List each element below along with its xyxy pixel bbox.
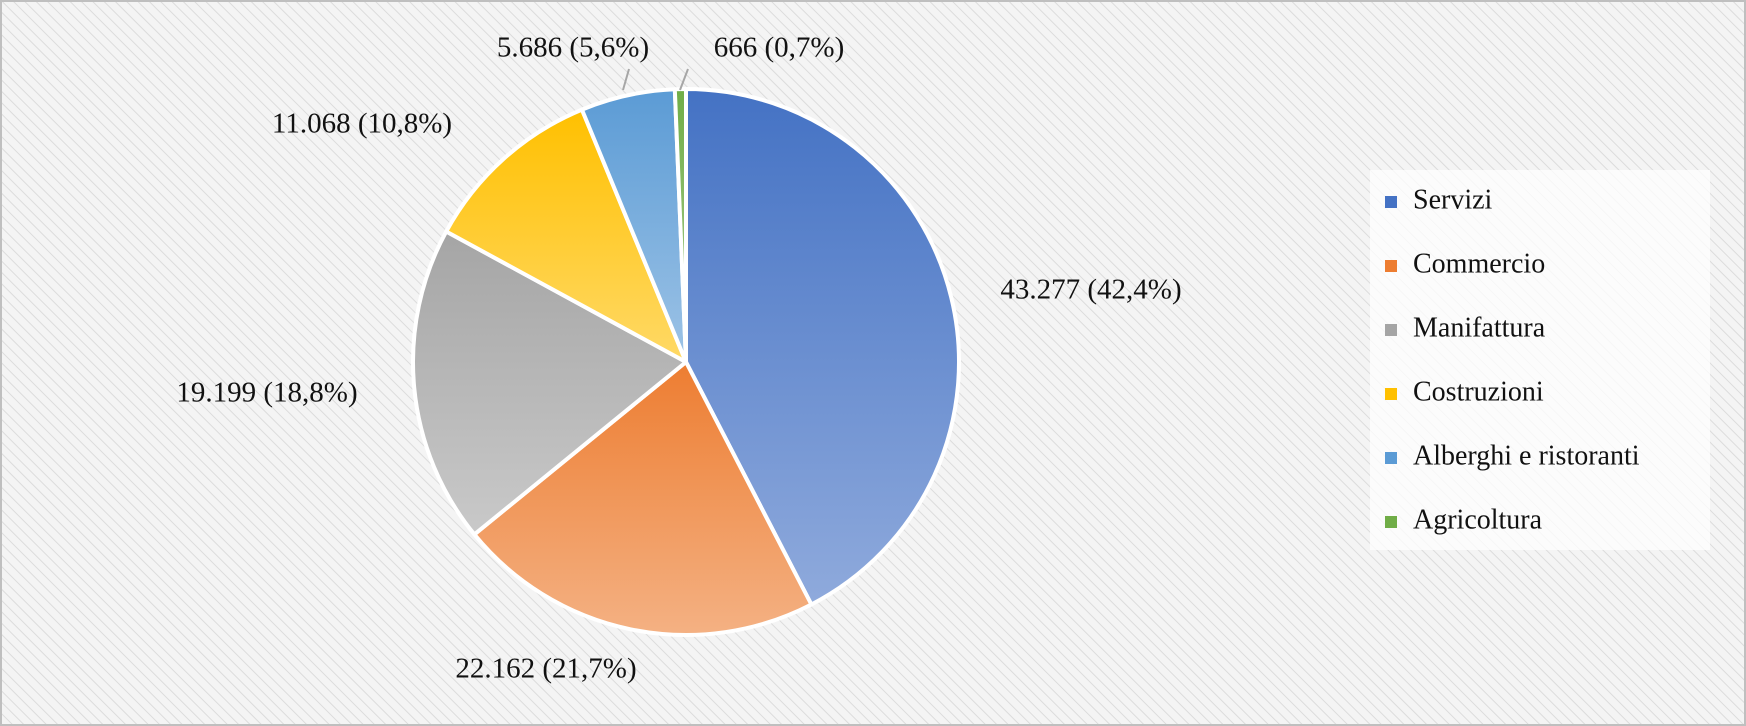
data-label: 11.068 (10,8%) [272,108,452,140]
pie-slice [444,107,688,364]
legend-label: Alberghi e ristoranti [1413,440,1640,471]
data-label: 22.162 (21,7%) [455,653,636,685]
legend-swatch [1385,452,1397,464]
legend-swatch [1385,324,1397,336]
legend-label: Costruzioni [1413,376,1544,407]
pie-slice [684,87,961,607]
data-label: 19.199 (18,8%) [176,377,357,409]
legend-swatch [1385,260,1397,272]
legend-label: Manifattura [1413,312,1546,343]
legend-swatch [1385,196,1397,208]
legend-swatch [1385,516,1397,528]
leader-line [622,68,630,91]
legend-box [1370,170,1710,550]
legend-label: Servizi [1413,184,1493,215]
data-label: 666 (0,7%) [714,32,844,64]
data-label: 5.686 (5,6%) [497,32,649,64]
legend-label: Commercio [1413,248,1545,279]
legend-label: Agricoltura [1413,504,1543,535]
legend-swatch [1385,388,1397,400]
pie-slice [411,229,688,537]
data-label: 43.277 (42,4%) [1000,274,1181,306]
pie-slice [472,360,814,637]
leader-line [679,68,689,91]
